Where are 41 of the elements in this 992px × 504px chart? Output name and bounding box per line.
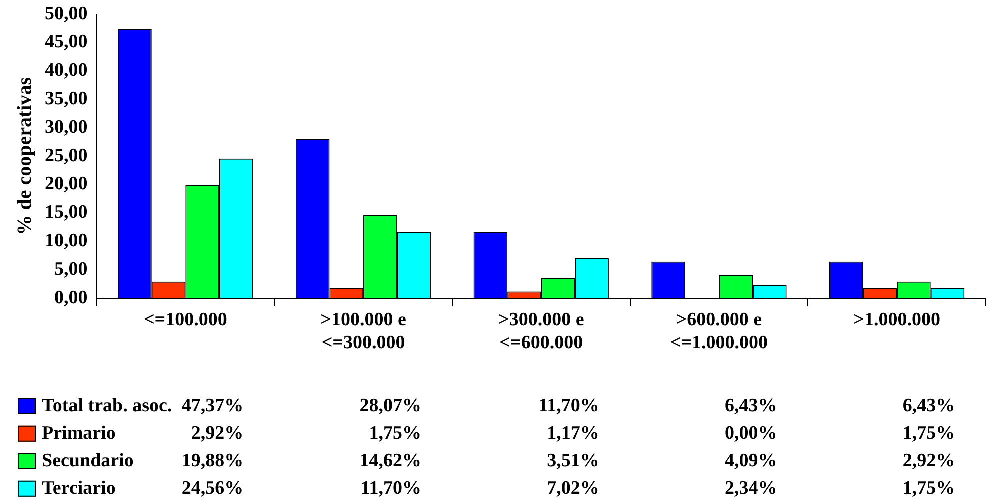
y-tick-label: 30,00: [45, 116, 88, 138]
y-tick-label: 0,00: [54, 287, 88, 308]
data-label: 47,37%: [182, 395, 244, 416]
y-tick-label: 25,00: [45, 145, 88, 166]
data-label: 6,43%: [902, 395, 956, 416]
data-label: 11,70%: [538, 395, 600, 416]
data-label: 1,75%: [902, 478, 956, 499]
data-label: 11,70%: [360, 478, 422, 499]
data-label: 28,07%: [360, 395, 422, 416]
y-tick-label: 35,00: [45, 88, 88, 110]
y-tick-label: 10,00: [45, 230, 88, 252]
data-label: 1,17%: [547, 422, 600, 444]
data-label: 0,00%: [724, 422, 778, 444]
data-label: 19,88%: [182, 450, 244, 472]
data-label: 1,75%: [902, 422, 956, 444]
y-tick-label: 50,00: [45, 3, 88, 24]
data-label: 1,75%: [369, 422, 422, 444]
data-label: 6,43%: [724, 395, 778, 416]
x-tick-label: >100.000 e <=300.000: [320, 310, 406, 354]
x-tick-label: >600.000 e <=1.000.000: [670, 310, 768, 354]
data-label: 14,62%: [360, 450, 422, 472]
data-label: 7,02%: [547, 478, 600, 499]
data-label: 3,51%: [547, 450, 600, 472]
legend-label: Primario: [42, 422, 116, 444]
legend-label: Total trab. asoc.: [42, 395, 172, 416]
data-label: 2,34%: [724, 478, 778, 499]
y-tick-label: 40,00: [45, 60, 88, 82]
data-label: 4,09%: [724, 450, 778, 472]
data-label: 2,92%: [902, 450, 956, 472]
y-tick-label: 15,00: [45, 202, 88, 224]
y-axis-title: % de cooperativas: [14, 77, 36, 236]
y-tick-label: 5,00: [54, 258, 88, 280]
data-label: 24,56%: [182, 478, 244, 499]
x-tick-label: >300.000 e <=600.000: [498, 310, 584, 354]
legend-label: Terciario: [42, 478, 116, 499]
x-tick-label: <=100.000: [144, 310, 228, 331]
legend-label: Secundario: [42, 450, 134, 472]
data-label: 2,92%: [191, 422, 244, 444]
x-tick-label: >1.000.000: [854, 310, 940, 331]
y-tick-label: 45,00: [45, 32, 88, 53]
y-tick-label: 20,00: [45, 174, 88, 195]
